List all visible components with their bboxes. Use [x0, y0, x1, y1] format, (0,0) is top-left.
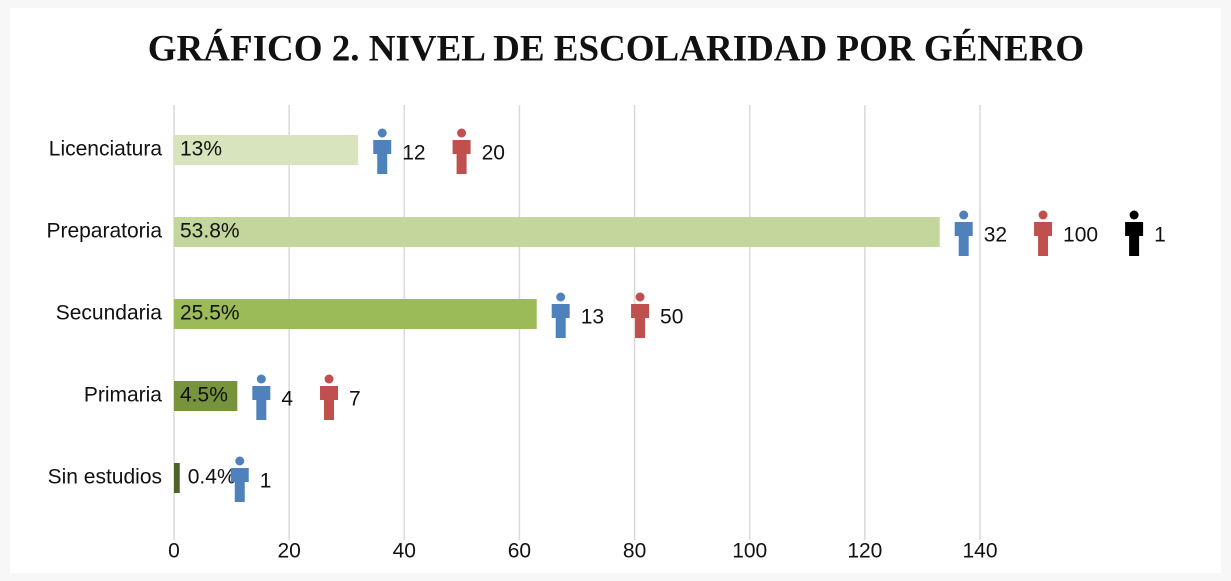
percent-label: 4.5%: [180, 384, 228, 407]
category-label: Licenciatura: [49, 138, 163, 161]
count-label: 7: [349, 388, 361, 411]
icon-head: [235, 456, 245, 466]
icon-body: [252, 386, 271, 420]
icon-body: [373, 140, 392, 174]
bar: [174, 217, 940, 247]
percent-label: 53.8%: [180, 220, 240, 243]
person-icon: [1034, 210, 1053, 256]
percent-label: 13%: [180, 138, 222, 161]
icon-head: [635, 292, 645, 302]
x-tick-label: 20: [277, 540, 300, 563]
bar: [174, 299, 537, 329]
count-label: 20: [482, 142, 505, 165]
count-label: 32: [984, 224, 1007, 247]
icon-body: [1034, 222, 1053, 256]
icon-body: [230, 468, 249, 502]
count-label: 100: [1063, 224, 1098, 247]
icon-body: [452, 140, 471, 174]
icon-head: [1129, 210, 1139, 220]
count-label: 4: [281, 388, 293, 411]
icon-head: [256, 374, 266, 384]
count-label: 13: [581, 306, 604, 329]
count-label: 50: [660, 306, 683, 329]
x-tick-label: 80: [623, 540, 646, 563]
count-label: 12: [402, 142, 425, 165]
person-icon: [320, 374, 339, 420]
category-label: Sin estudios: [48, 466, 162, 489]
icon-head: [556, 292, 566, 302]
person-icon: [252, 374, 271, 420]
x-tick-label: 40: [393, 540, 416, 563]
count-label: 1: [260, 470, 272, 493]
chart-title: GRÁFICO 2. NIVEL DE ESCOLARIDAD POR GÉNE…: [148, 27, 1084, 69]
bar: [174, 463, 180, 493]
percent-label: 25.5%: [180, 302, 240, 325]
icon-head: [959, 210, 969, 220]
plot-frame: [10, 8, 1221, 573]
category-label: Secundaria: [56, 302, 163, 325]
icon-head: [377, 128, 387, 138]
icon-body: [551, 304, 570, 338]
percent-label: 0.4%: [188, 466, 236, 489]
bar: [174, 135, 359, 165]
icon-body: [320, 386, 339, 420]
x-tick-label: 100: [732, 540, 767, 563]
person-icon: [452, 128, 471, 174]
bar: [174, 381, 238, 411]
icon-body: [954, 222, 973, 256]
x-tick-label: 0: [168, 540, 180, 563]
person-icon: [1125, 210, 1144, 256]
icon-body: [1125, 222, 1144, 256]
x-tick-label: 60: [508, 540, 531, 563]
x-tick-label: 140: [962, 540, 997, 563]
person-icon: [230, 456, 249, 502]
icon-body: [631, 304, 650, 338]
count-label: 1: [1154, 224, 1166, 247]
category-label: Primaria: [84, 384, 162, 407]
person-icon: [551, 292, 570, 338]
person-icon: [373, 128, 392, 174]
person-icon: [954, 210, 973, 256]
icon-head: [324, 374, 334, 384]
person-icon: [631, 292, 650, 338]
x-tick-label: 120: [847, 540, 882, 563]
category-label: Preparatoria: [46, 220, 162, 243]
icon-head: [1038, 210, 1048, 220]
icon-head: [457, 128, 467, 138]
